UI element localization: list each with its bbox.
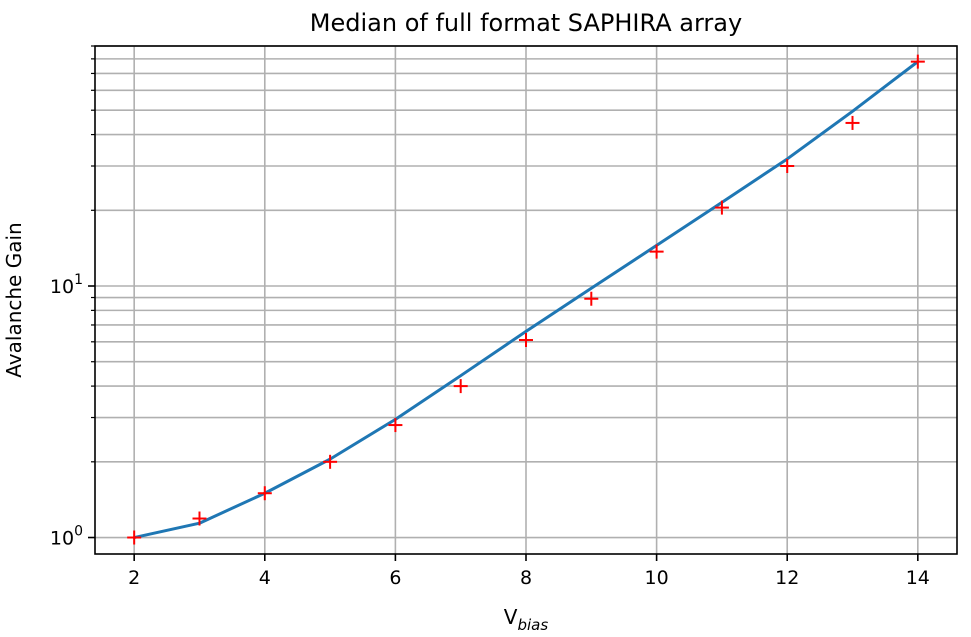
x-axis-label: Vbias (504, 605, 549, 634)
x-tick-label: 14 (906, 567, 930, 589)
data-point-marker (453, 379, 468, 394)
data-point-marker (780, 159, 795, 174)
data-point-marker (519, 333, 533, 348)
chart-title: Median of full format SAPHIRA array (310, 9, 742, 37)
data-point-marker (127, 530, 142, 545)
x-tick-label: 2 (128, 567, 140, 589)
data-point-marker (257, 486, 272, 501)
data-point-marker (192, 511, 207, 526)
scatter-series (127, 54, 925, 545)
x-tick-label: 12 (775, 567, 799, 589)
data-point-marker (323, 454, 338, 469)
data-point-marker (584, 291, 599, 306)
x-tick-label: 10 (645, 567, 669, 589)
grid (95, 45, 957, 554)
y-tick-label: 100 (50, 524, 83, 550)
data-point-marker (388, 418, 403, 433)
x-tick-label: 8 (520, 567, 532, 589)
data-point-marker (910, 54, 925, 69)
x-tick-label: 6 (389, 567, 401, 589)
data-point-marker (845, 115, 860, 130)
data-point-marker (714, 200, 729, 215)
axis-ticks: 2 4 6 8 10 12 14 100 101 (50, 45, 930, 589)
plot-series (127, 54, 925, 545)
y-axis-label: Avalanche Gain (2, 222, 26, 377)
x-tick-label: 4 (259, 567, 271, 589)
x-axis-label-subscript: bias (517, 616, 548, 634)
y-tick-label: 101 (50, 272, 83, 298)
data-point-marker (649, 244, 664, 259)
